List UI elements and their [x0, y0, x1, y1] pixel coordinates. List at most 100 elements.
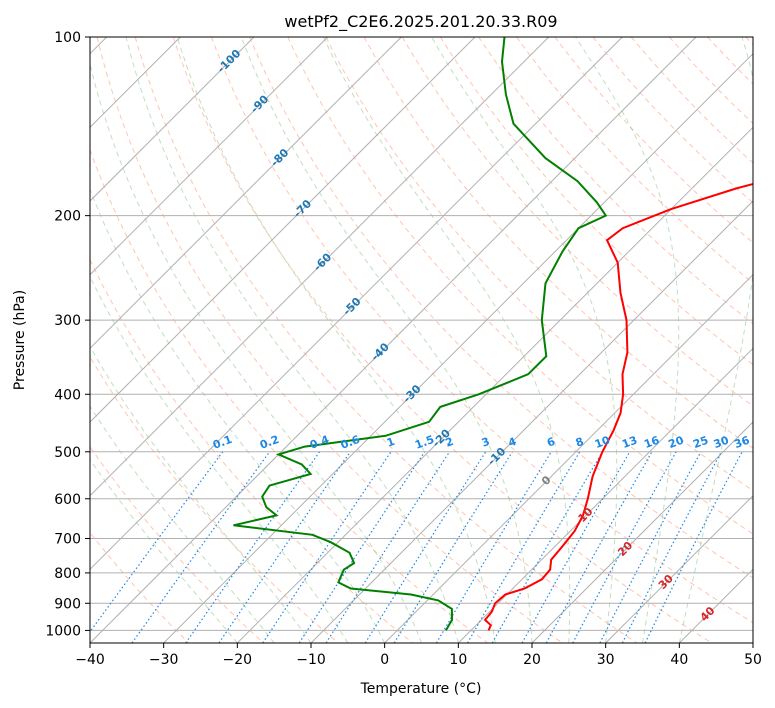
dry-adiabat-line: [401, 37, 753, 407]
mixing-ratio-label: 20: [667, 433, 686, 451]
isotherm-line: [457, 347, 753, 643]
mixing-ratio-label: 0.1: [211, 433, 234, 452]
isotherm-line: [90, 37, 255, 202]
mixing-ratio-line: [644, 451, 743, 643]
dry-adiabat-line: [516, 37, 753, 284]
y-tick-label: 800: [54, 566, 81, 582]
dry-adiabat-line: [96, 37, 563, 643]
mixing-ratio-line: [90, 451, 224, 633]
dry-adiabat-line: [90, 445, 264, 643]
line-labels: -100-90-80-70-60-50-40-30-20-10010203040…: [211, 47, 752, 624]
background-lines: [90, 37, 753, 643]
moist-adiabat-line: [323, 37, 571, 643]
isotherm-line: [531, 421, 753, 643]
isotherm-line: [384, 273, 753, 643]
temperature-profile-line: [483, 182, 753, 631]
moist-adiabat-line: [90, 345, 312, 643]
y-axis-title: Pressure (hPa): [12, 290, 28, 390]
y-tick-label: 700: [54, 532, 81, 548]
isotherm-label: -60: [311, 250, 334, 273]
dry-adiabat-line: [630, 37, 753, 164]
moist-adiabat-line: [90, 458, 238, 643]
x-tick-label: 40: [670, 652, 688, 668]
dry-adiabat-line: [707, 37, 753, 85]
isotherm-line: [90, 37, 329, 276]
moist-adiabat-line: [90, 405, 275, 643]
x-tick-label: 20: [523, 652, 541, 668]
mixing-ratio-label: 13: [620, 434, 639, 451]
dry-adiabat-line: [669, 37, 753, 125]
isotherm-line: [310, 200, 753, 643]
mixing-ratio-label: 25: [691, 434, 710, 451]
isotherm-line: [90, 37, 697, 643]
mixing-ratio-line: [218, 451, 351, 643]
mixing-ratio-line: [185, 451, 321, 643]
mixing-ratio-label: 0.6: [339, 433, 362, 452]
mixing-ratio-label: 1.5: [413, 433, 436, 452]
mixing-ratio-line: [131, 451, 271, 643]
dry-adiabat-line: [745, 37, 753, 46]
mixing-ratio-label: 1: [385, 435, 397, 450]
mixing-ratio-line: [262, 451, 392, 643]
mixing-ratio-label: 8: [574, 435, 586, 450]
mixing-ratio-line: [521, 451, 631, 643]
mixing-ratio-label: 6: [545, 435, 557, 450]
isotherm-line: [90, 37, 550, 497]
isotherm-line: [236, 126, 753, 643]
mixing-ratio-label: 3: [480, 435, 492, 450]
dry-adiabat-line: [90, 148, 488, 643]
moist-adiabat-line: [90, 62, 422, 643]
moist-adiabat-line: [90, 275, 349, 643]
dry-adiabat-line: [439, 37, 753, 366]
x-tick-label: −40: [75, 652, 105, 668]
mixing-ratio-line: [599, 451, 702, 643]
isotherm-line: [605, 494, 753, 643]
isotherm-label: -50: [340, 295, 363, 318]
y-tick-label: 900: [54, 596, 81, 612]
y-tick-label: 1000: [45, 623, 81, 639]
mixing-ratio-label: 2: [444, 435, 456, 450]
dry-adiabat-line: [249, 37, 753, 579]
y-tick-label: 200: [54, 209, 81, 225]
dewpoint-profile-line: [233, 37, 608, 631]
isotherm-line: [90, 37, 623, 571]
y-tick-label: 100: [54, 30, 81, 46]
isotherm-label: -90: [248, 92, 271, 115]
mixing-ratio-line: [325, 451, 451, 643]
dry-adiabat-line: [90, 258, 414, 643]
isotherm-line: [90, 37, 476, 423]
dry-adiabat-line: [592, 37, 753, 204]
y-tick-label: 400: [54, 387, 81, 403]
x-tick-label: 0: [380, 652, 389, 668]
x-tick-label: −20: [223, 652, 253, 668]
mixing-ratio-line: [572, 451, 677, 643]
y-tick-label: 600: [54, 492, 81, 508]
x-tick-label: 30: [597, 652, 615, 668]
mixing-ratio-label: 10: [593, 433, 612, 451]
plot-frame: [89, 36, 754, 644]
mixing-ratio-line: [466, 451, 581, 643]
mixing-ratio-label: 0.2: [258, 433, 281, 452]
moist-adiabat-line: [176, 37, 496, 643]
dry-adiabat-line: [554, 37, 753, 244]
isotherm-line: [163, 52, 753, 643]
moist-adiabat-line: [90, 188, 386, 643]
mixing-ratio-label: 4: [506, 435, 518, 450]
isotherm-label: -80: [268, 146, 291, 169]
moist-adiabat-line: [125, 37, 459, 643]
chart-title: wetPf2_C2E6.2025.201.20.33.R09: [284, 12, 557, 32]
moist-adiabat-line: [240, 37, 533, 643]
dry-adiabat-line: [134, 37, 638, 643]
mixing-ratio-label: 0.4: [308, 433, 331, 452]
moist-adiabat-line: [431, 37, 618, 643]
isotherm-line: [90, 37, 402, 350]
x-tick-label: 50: [744, 652, 762, 668]
x-tick-label: 10: [449, 652, 467, 668]
y-tick-label: 500: [54, 445, 81, 461]
x-tick-label: −10: [296, 652, 326, 668]
profile-lines: [233, 37, 753, 631]
dry-adiabat-line: [363, 37, 753, 449]
mixing-ratio-line: [364, 451, 487, 643]
mixing-ratio-line: [545, 451, 653, 643]
